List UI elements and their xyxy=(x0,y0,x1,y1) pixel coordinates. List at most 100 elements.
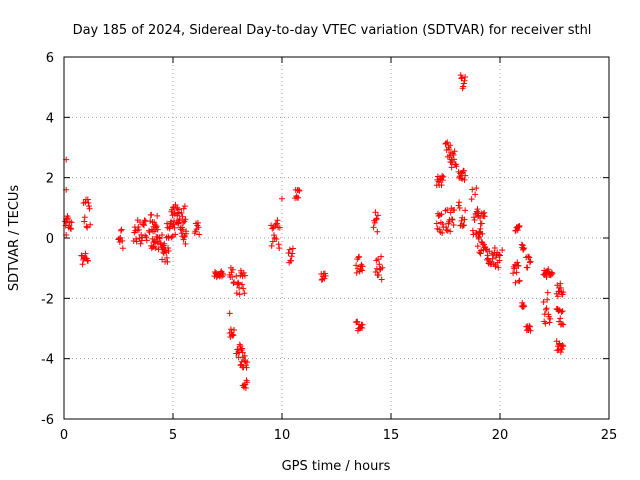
data-point xyxy=(359,321,366,328)
data-point xyxy=(116,235,123,242)
data-point xyxy=(461,176,468,183)
data-point xyxy=(230,280,237,287)
data-point xyxy=(524,264,531,271)
data-point xyxy=(137,240,144,247)
data-point xyxy=(230,332,237,339)
data-point xyxy=(375,256,382,263)
data-point xyxy=(172,201,179,208)
data-point xyxy=(174,210,181,217)
data-point xyxy=(433,220,440,227)
x-tick-label: 5 xyxy=(169,428,177,443)
data-point xyxy=(543,305,550,312)
data-point xyxy=(118,226,125,233)
data-point xyxy=(179,213,186,220)
data-point xyxy=(516,223,523,230)
data-point xyxy=(515,223,522,230)
data-point xyxy=(438,182,445,189)
data-point xyxy=(151,219,158,226)
data-point xyxy=(559,342,566,349)
data-point xyxy=(288,253,295,260)
data-point xyxy=(511,265,518,272)
data-point xyxy=(557,284,564,291)
data-point xyxy=(67,225,74,232)
data-point xyxy=(269,238,276,245)
data-point xyxy=(372,209,379,216)
data-point xyxy=(547,315,554,322)
data-point xyxy=(234,279,241,286)
data-point xyxy=(374,228,381,235)
data-point xyxy=(359,267,366,274)
data-point xyxy=(359,325,366,332)
data-point xyxy=(373,215,380,222)
data-point xyxy=(235,280,242,287)
x-tick-label: 0 xyxy=(60,428,68,443)
y-tick-label: 4 xyxy=(46,111,54,126)
x-tick-label: 15 xyxy=(383,428,400,443)
data-point xyxy=(475,235,482,242)
data-point xyxy=(560,289,567,296)
data-point xyxy=(241,352,248,359)
data-point xyxy=(229,331,236,338)
data-point xyxy=(439,230,446,237)
data-point xyxy=(495,251,502,258)
data-point xyxy=(138,237,145,244)
data-point xyxy=(180,219,187,226)
data-point xyxy=(545,266,552,273)
data-point xyxy=(181,203,188,210)
data-point xyxy=(512,279,519,286)
data-point xyxy=(85,203,92,210)
data-point xyxy=(154,212,161,219)
data-point xyxy=(152,245,159,252)
data-point xyxy=(240,285,247,292)
data-point xyxy=(470,214,477,221)
data-point xyxy=(371,219,378,226)
y-tick-label: 2 xyxy=(46,172,54,187)
data-point xyxy=(473,230,480,237)
data-point xyxy=(460,167,467,174)
data-point xyxy=(473,185,480,192)
data-point xyxy=(159,232,166,239)
data-point xyxy=(458,75,465,82)
data-point xyxy=(272,221,279,228)
data-point xyxy=(220,271,227,278)
data-point xyxy=(236,284,243,291)
x-axis-label: GPS time / hours xyxy=(282,459,391,474)
data-point xyxy=(477,225,484,232)
data-point xyxy=(558,308,565,315)
data-point xyxy=(520,245,527,252)
data-point xyxy=(513,269,520,276)
data-point xyxy=(452,161,459,168)
data-point xyxy=(472,191,479,198)
data-point xyxy=(515,262,522,269)
data-point xyxy=(231,326,238,333)
data-point xyxy=(469,227,476,234)
data-point xyxy=(117,234,124,241)
data-point xyxy=(288,257,295,264)
data-point xyxy=(244,379,251,386)
data-point xyxy=(439,172,446,179)
data-point xyxy=(179,226,186,233)
data-point xyxy=(540,299,547,306)
data-point xyxy=(165,247,172,254)
data-point xyxy=(438,211,445,218)
data-point xyxy=(491,244,498,251)
data-point xyxy=(443,140,450,147)
data-point xyxy=(520,303,527,310)
data-point xyxy=(451,156,458,163)
data-point xyxy=(81,214,88,221)
data-point xyxy=(227,326,234,333)
data-point xyxy=(474,243,481,250)
data-point xyxy=(542,320,549,327)
data-point xyxy=(492,262,499,269)
data-point xyxy=(87,221,94,228)
data-point xyxy=(516,278,523,285)
data-point xyxy=(358,261,365,268)
data-point xyxy=(462,207,469,214)
y-tick-label: -2 xyxy=(41,292,54,307)
data-point xyxy=(271,232,278,239)
chart-title: Day 185 of 2024, Sidereal Day-to-day VTE… xyxy=(73,23,592,38)
data-point xyxy=(289,250,296,257)
data-point xyxy=(153,223,160,230)
data-point xyxy=(194,219,201,226)
